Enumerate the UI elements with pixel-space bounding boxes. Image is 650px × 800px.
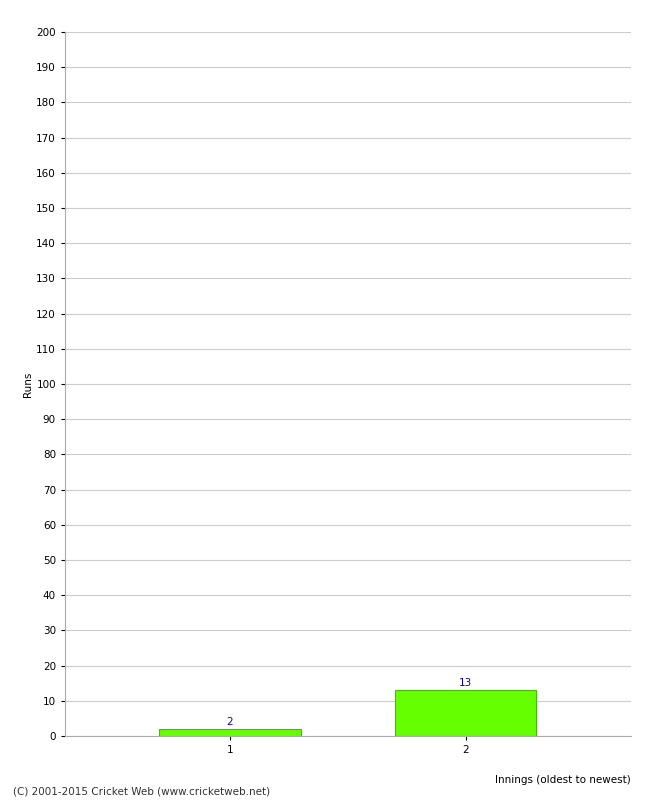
Text: 13: 13 bbox=[459, 678, 472, 689]
Text: Innings (oldest to newest): Innings (oldest to newest) bbox=[495, 774, 630, 785]
Bar bbox=[159, 729, 300, 736]
Text: (C) 2001-2015 Cricket Web (www.cricketweb.net): (C) 2001-2015 Cricket Web (www.cricketwe… bbox=[13, 786, 270, 796]
Bar bbox=[395, 690, 536, 736]
Text: 2: 2 bbox=[227, 717, 233, 727]
Y-axis label: Runs: Runs bbox=[23, 371, 33, 397]
